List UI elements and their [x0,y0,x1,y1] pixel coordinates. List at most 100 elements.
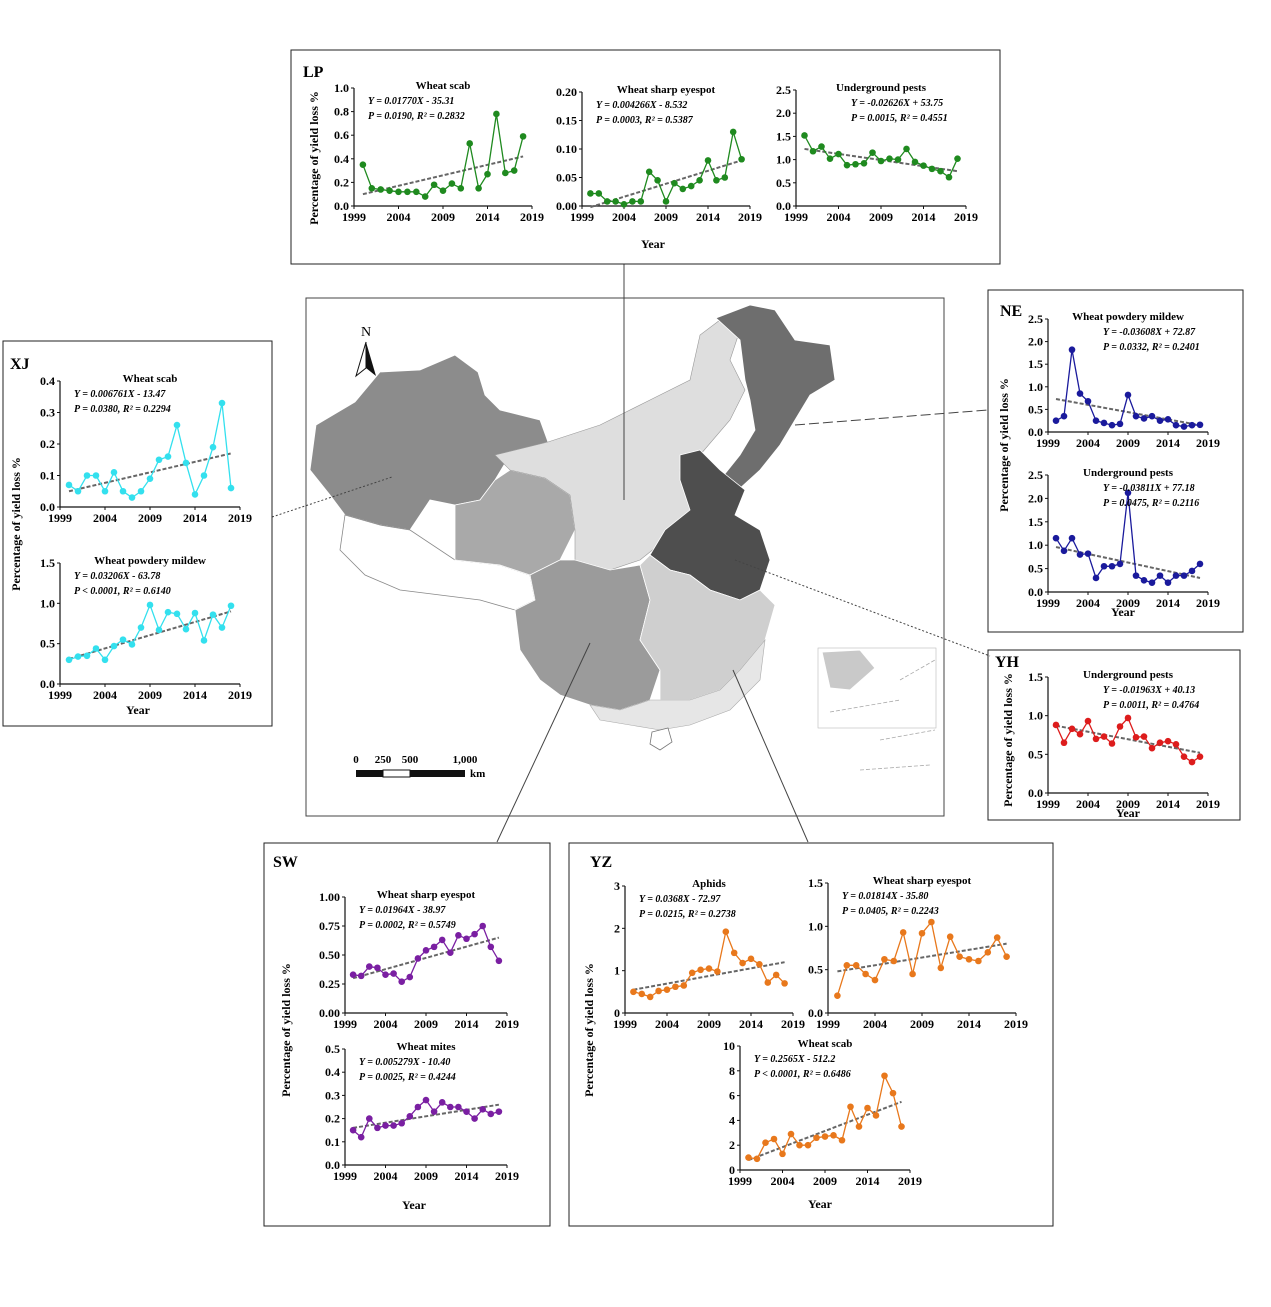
regression-equation: Y = 0.2565X - 512.2 [754,1054,835,1065]
data-point [414,1103,422,1111]
data-point [603,198,611,205]
data-point [1076,730,1084,738]
data-point [137,487,145,495]
scale-bar: 0 250 500 1,000 km [353,754,485,780]
chart-title: Wheat mites [397,1041,457,1053]
data-point [860,160,868,167]
y-tick-label: 1.5 [808,876,823,890]
regression-stats: P = 0.0015, R² = 0.4551 [851,113,948,124]
data-point [101,487,109,495]
regression-equation: Y = 0.03206X - 63.78 [74,571,160,582]
x-tick-label: 2019 [1004,1017,1028,1031]
x-tick-label: 2009 [431,210,455,224]
y-tick-label: 0 [614,1006,620,1020]
regression-equation: Y = 0.005279X - 10.40 [359,1057,450,1068]
chart-title: Wheat powdery mildew [1072,311,1184,323]
data-point [730,949,738,957]
data-point [894,156,902,163]
chart-title: Wheat scab [798,1038,853,1050]
x-tick-label: 1999 [1036,797,1060,811]
data-point [1140,415,1148,422]
data-point [457,185,465,192]
data-point [753,1155,761,1163]
data-point [137,624,145,631]
data-point [155,626,163,634]
data-point [928,165,936,173]
y-tick-label: 0.0 [776,199,791,213]
data-point [1124,489,1132,497]
data-point [796,1141,803,1149]
regression-stats: P = 0.0190, R² = 0.2832 [368,111,465,122]
data-point [1164,579,1172,586]
data-point [871,976,879,984]
x-tick-label: 2014 [1156,596,1180,610]
y-tick-label: 1.0 [1028,538,1043,552]
scale-label-1000: 1,000 [453,754,478,766]
data-point [772,971,780,979]
data-point [182,625,190,633]
data-point [946,933,954,941]
data-point [1196,753,1204,760]
data-point [209,611,217,618]
panel-box-yh [987,649,1241,821]
trend-line [1055,546,1201,579]
data-point [1124,391,1132,399]
x-tick-label: 2014 [183,688,207,702]
y-tick-label: 0.00 [556,199,577,213]
data-point [1084,397,1092,405]
y-tick-label: 0.3 [325,1088,340,1102]
x-tick-label: 2019 [738,210,762,224]
regression-stats: P = 0.0475, R² = 0.2116 [1103,498,1199,509]
data-point [406,973,414,981]
data-point [872,1112,880,1119]
y-tick-label: 0.05 [556,171,577,185]
x-tick-label: 2019 [1196,596,1220,610]
chart-title: Wheat sharp eyespot [617,84,716,96]
data-point [1003,953,1010,960]
x-tick-label: 2004 [93,511,117,525]
panel-label-lp: LP [303,64,324,81]
data-point [1148,744,1156,752]
x-tick-label: 2009 [910,1017,934,1031]
data-point [1060,547,1068,555]
chart-title: Underground pests [1083,467,1174,479]
y-tick-label: 8 [729,1064,735,1078]
data-point [756,961,763,968]
y-tick-label: 0.0 [1028,786,1043,800]
data-point [439,187,447,194]
data-point [975,957,982,965]
y-tick-label: 0.0 [1028,585,1043,599]
data-point [146,601,154,609]
xlabel-xj: Year [126,703,151,717]
y-tick-label: 1.0 [1028,709,1043,723]
panel-label-sw: SW [273,854,298,871]
regression-equation: Y = 0.004266X - 8.532 [596,100,687,111]
data-point [448,180,456,187]
trend-line [68,452,232,493]
data-point [447,1103,454,1111]
data-point [487,1110,495,1118]
data-point [672,983,679,991]
y-tick-label: 2 [614,921,620,935]
chart-lp-underground-pests: 0.0 0.5 1.0 1.5 2.0 2.5 1999 2004 2009 2014 2019 Un… [776,82,978,224]
y-tick-label: 0.5 [325,1042,340,1056]
data-point [587,190,594,197]
x-tick-label: 2014 [856,1174,880,1188]
data-point [1156,572,1164,579]
data-point [1108,562,1116,570]
data-point [1068,725,1076,733]
y-tick-label: 0.20 [556,85,577,99]
x-tick-label: 2004 [1076,436,1100,450]
data-point [638,990,646,998]
y-tick-label: 0.4 [40,374,55,388]
data-point [495,957,503,965]
y-tick-label: 0.6 [334,128,349,142]
data-point [146,475,154,482]
regression-stats: P = 0.0380, R² = 0.2294 [74,404,171,415]
data-point [704,157,712,164]
data-point [374,1124,381,1132]
y-tick-label: 2.5 [1028,312,1043,326]
data-point [595,190,603,197]
y-tick-label: 1 [614,964,620,978]
x-tick-label: 1999 [48,688,72,702]
